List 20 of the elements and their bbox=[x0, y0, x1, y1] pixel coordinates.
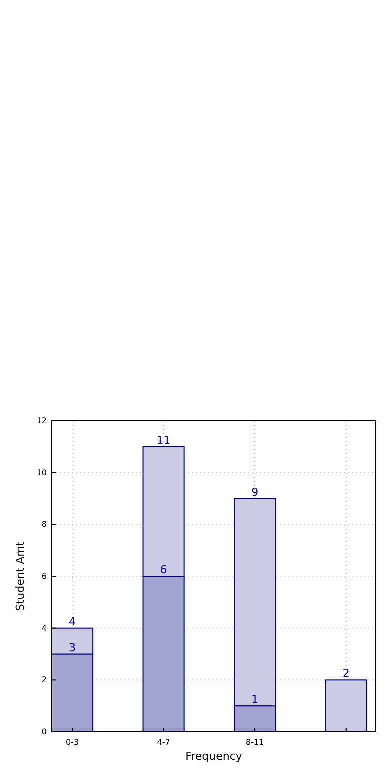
total-label: 2 bbox=[342, 667, 350, 680]
y-tick-label: 4 bbox=[42, 624, 47, 633]
total-label: 4 bbox=[69, 615, 76, 628]
y-tick-label: 12 bbox=[36, 416, 47, 426]
y-tick-label: 6 bbox=[42, 572, 47, 582]
y-tick-label: 8 bbox=[42, 520, 47, 530]
data-label: 1 bbox=[252, 693, 259, 706]
bar bbox=[325, 680, 368, 732]
y-tick-label: 10 bbox=[36, 468, 47, 478]
data-label: 3 bbox=[69, 641, 76, 654]
y-tick-label: 2 bbox=[42, 676, 47, 685]
total-label: 9 bbox=[252, 486, 259, 499]
y-axis-title: Student Amt bbox=[14, 541, 27, 612]
y-tick-label: 0 bbox=[42, 728, 47, 737]
x-tick-label: 8-11 bbox=[246, 738, 264, 747]
data-label: 6 bbox=[160, 564, 168, 576]
x-axis-title: Frequency bbox=[186, 750, 243, 763]
x-tick-label: 0-3 bbox=[66, 738, 80, 747]
total-label: 11 bbox=[156, 434, 171, 447]
x-tick-label: 4-7 bbox=[157, 738, 170, 747]
